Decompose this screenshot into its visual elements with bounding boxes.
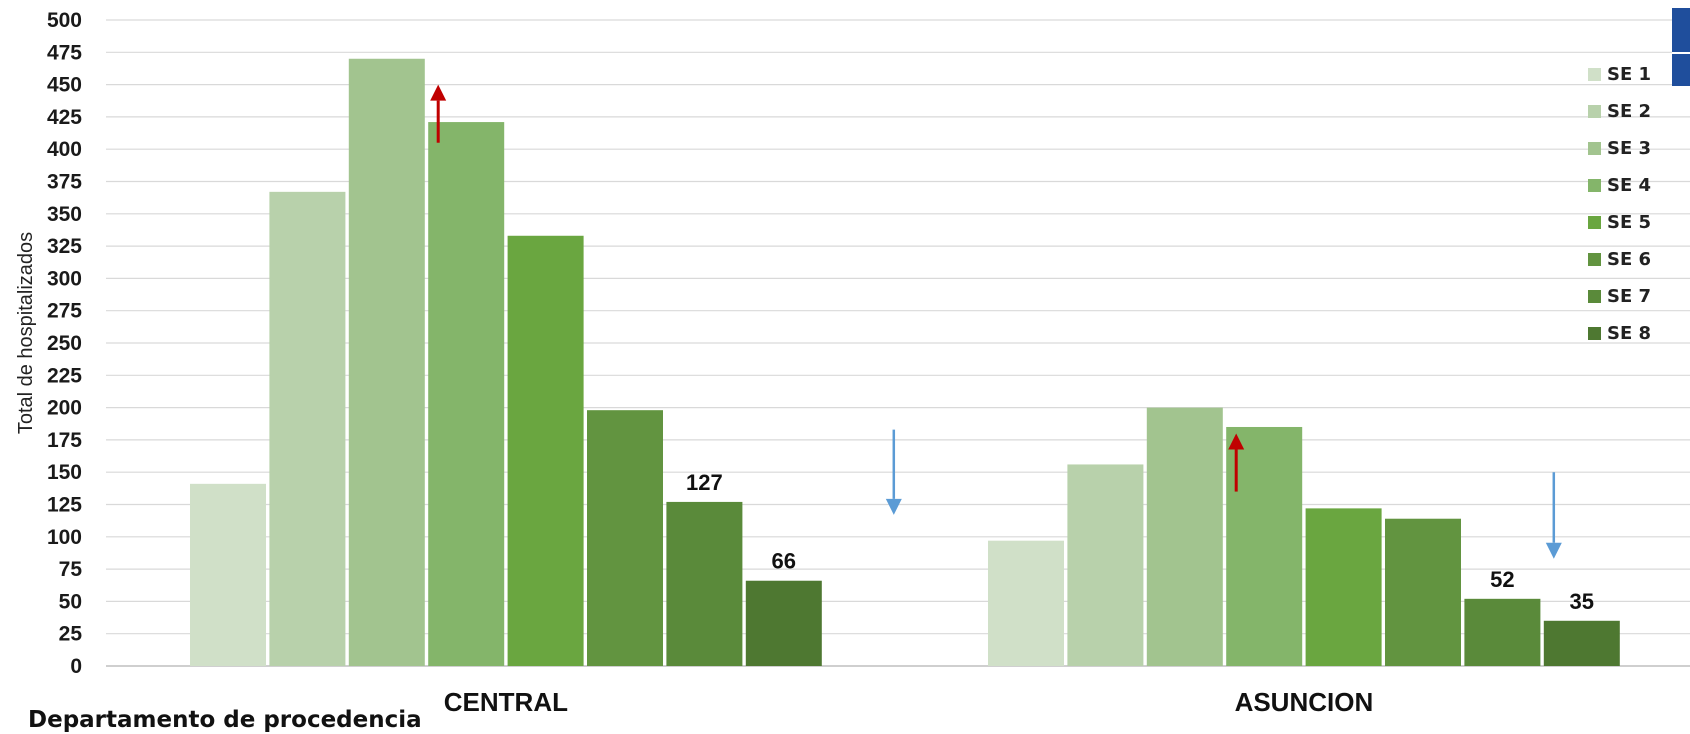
y-tick-label: 125 [47,494,82,517]
up-arrow-icon [1228,433,1245,492]
y-tick-label: 50 [59,590,82,613]
legend-label: SE 1 [1607,64,1651,85]
y-tick-label: 0 [70,655,82,678]
bar-asuncion-se6 [1385,518,1461,666]
y-tick-label: 475 [47,41,82,64]
y-tick-label: 75 [59,558,83,581]
legend-swatch [1588,105,1601,118]
y-tick-label: 225 [47,364,82,387]
y-tick-label: 450 [47,74,82,97]
y-axis-ticks: 0 25 50 75 100 125 150 175 200 225 250 275 300 325 350… [47,9,82,678]
legend-swatch [1588,68,1601,81]
legend-swatch [1588,253,1601,266]
bar-central-se6 [587,410,663,666]
y-tick-label: 500 [47,9,82,32]
category-label: CENTRAL [444,687,568,717]
down-arrow-icon [885,429,902,515]
bar-central-se2 [269,191,346,666]
y-tick-label: 275 [47,300,82,323]
y-tick-label: 300 [47,267,82,290]
bar-asuncion-se5 [1305,508,1382,666]
arrow-head [1228,433,1245,450]
bars [190,58,1620,667]
bar-central-se1 [190,483,266,666]
y-tick-label: 375 [47,171,82,194]
category-label: ASUNCION [1235,687,1374,717]
bar-central-se8 [745,580,822,666]
legend-label: SE 3 [1607,138,1651,159]
bar-central-se5 [507,235,584,667]
bar-asuncion-se8 [1543,620,1620,666]
bar-asuncion-se2 [1067,464,1144,666]
up-arrow-icon [430,84,447,143]
arrow-head [1545,542,1562,559]
y-tick-label: 350 [47,203,82,226]
bar-central-se4 [428,122,505,667]
legend-label: SE 8 [1607,323,1651,344]
y-tick-label: 150 [47,461,82,484]
legend-label: SE 7 [1607,286,1651,307]
bar-central-se7 [666,501,743,666]
bar-central-se3 [348,58,425,666]
legend: SE 1 SE 2 SE 3 SE 4 SE 5 SE 6 SE 7 SE 8 [1588,64,1651,344]
data-label: 127 [686,470,723,495]
y-tick-label: 250 [47,332,82,355]
data-label: 52 [1490,567,1514,592]
bar-asuncion-se7 [1464,598,1541,666]
trend-arrows [430,84,1562,559]
data-label: 35 [1570,589,1594,614]
corner-accent [1672,8,1690,86]
bar-asuncion-se3 [1146,407,1223,666]
data-label: 66 [772,549,796,574]
y-tick-label: 325 [47,235,82,258]
y-tick-label: 100 [47,526,82,549]
y-tick-label: 175 [47,429,82,452]
x-axis-categories: CENTRAL ASUNCION [444,687,1373,717]
legend-swatch [1588,216,1601,229]
legend-label: SE 4 [1607,175,1651,196]
y-tick-label: 25 [59,623,83,646]
y-tick-label: 425 [47,106,82,129]
arrow-head [430,84,447,101]
arrow-head [885,498,902,515]
legend-label: SE 5 [1607,212,1651,233]
y-axis-label: Total de hospitalizados [15,232,37,434]
y-tick-label: 400 [47,138,82,161]
legend-label: SE 6 [1607,249,1651,270]
bar-asuncion-se1 [988,540,1064,666]
bar-asuncion-se4 [1226,426,1303,666]
legend-swatch [1588,290,1601,303]
legend-swatch [1588,142,1601,155]
legend-swatch [1588,179,1601,192]
legend-label: SE 2 [1607,101,1651,122]
down-arrow-icon [1545,472,1562,559]
y-tick-label: 200 [47,397,82,420]
x-axis-label: Departamento de procedencia [28,707,422,733]
legend-swatch [1588,327,1601,340]
data-labels: 127 66 52 35 [686,470,1594,614]
